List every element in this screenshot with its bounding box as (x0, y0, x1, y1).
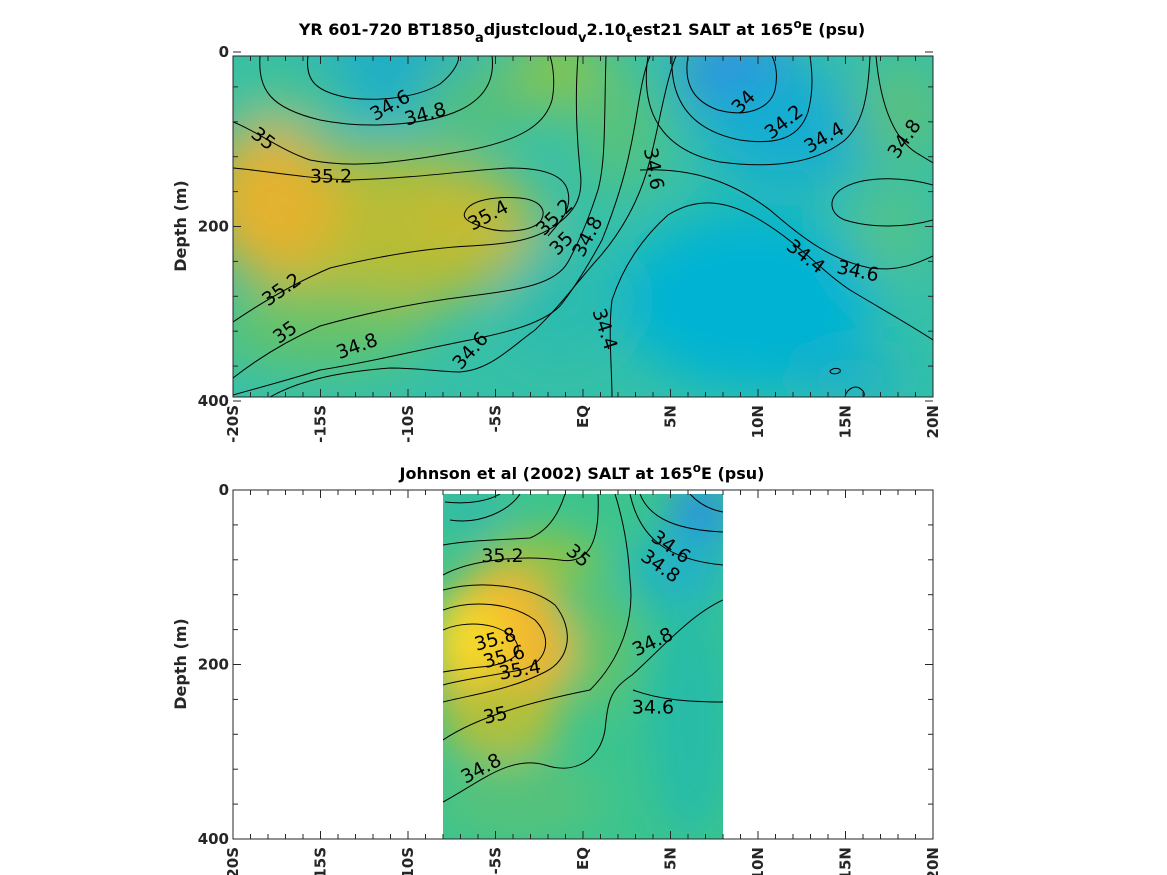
y-axis-label: Depth (m) (171, 180, 190, 272)
y-tick-label: 200 (198, 656, 229, 674)
title-segment: YR 601-720 BT1850 (298, 20, 475, 39)
chart-title: Johnson et al (2002) SALT at 165oE (psu) (399, 461, 765, 483)
y-tick-label: 200 (198, 218, 229, 236)
title-segment: Johnson et al (2002) SALT at 165 (399, 464, 693, 483)
title-subscript: t (626, 31, 632, 46)
x-tick-label: 15N (837, 847, 855, 875)
model-salinity-panel: YR 601-720 BT1850adjustcloudv2.10test21 … (171, 17, 942, 443)
salinity-field (233, 56, 933, 397)
salinity-field (443, 494, 723, 839)
contour-label: 34.6 (632, 697, 674, 719)
x-tick-label: 20N (924, 847, 942, 875)
contour-lines (443, 494, 723, 803)
x-tick-label: 15N (837, 405, 855, 438)
contour-label: 35.2 (481, 545, 523, 567)
x-tick-label: -15S (312, 405, 330, 443)
title-superscript: o (693, 461, 701, 475)
title-segment: E (psu) (701, 464, 765, 483)
y-tick-label: 0 (219, 481, 229, 499)
chart-title: YR 601-720 BT1850adjustcloudv2.10test21 … (298, 17, 865, 46)
x-tick-label: 5N (662, 847, 680, 870)
contour-label: 35 (481, 702, 509, 729)
x-tick-label: -15S (312, 847, 330, 875)
title-segment: E (psu) (802, 20, 866, 39)
x-tick-label: 5N (662, 405, 680, 428)
x-tick-label: -10S (399, 405, 417, 443)
x-tick-label: EQ (574, 847, 592, 870)
x-tick-label: 10N (749, 847, 767, 875)
x-tick-label: -20S (224, 847, 242, 875)
title-subscript: a (475, 31, 484, 46)
contour-lines (233, 56, 933, 397)
axes: -20S -15S -10S -5S EQ 5N 10N 15N 20N 0 200 400 (198, 481, 942, 875)
x-tick-label: -10S (399, 847, 417, 875)
x-tick-label: -20S (224, 405, 242, 443)
title-segment: est21 SALT at 165 (632, 20, 793, 39)
axes: -20S -15S -10S -5S EQ 5N 10N 15N 20N 0 200 400 (198, 43, 942, 443)
contour-labels: 35.2 35 34.634.835.835.635.434.835 34.634.8 (457, 526, 694, 788)
y-tick-label: 400 (198, 830, 229, 848)
title-segment: djustcloud (484, 20, 578, 39)
x-tick-label: 20N (924, 405, 942, 438)
x-tick-label: -5S (487, 405, 505, 432)
x-tick-label: -5S (487, 847, 505, 874)
x-tick-label: EQ (574, 405, 592, 428)
x-tick-label: 10N (749, 405, 767, 438)
y-tick-label: 400 (198, 392, 229, 410)
title-segment: 2.10 (587, 20, 626, 39)
y-tick-label: 0 (219, 43, 229, 61)
title-subscript: v (578, 31, 587, 46)
contour-label: 35.2 (310, 165, 352, 187)
observed-salinity-panel: Johnson et al (2002) SALT at 165oE (psu) (171, 461, 942, 875)
y-axis-label: Depth (m) (171, 618, 190, 710)
title-superscript: o (793, 17, 801, 31)
